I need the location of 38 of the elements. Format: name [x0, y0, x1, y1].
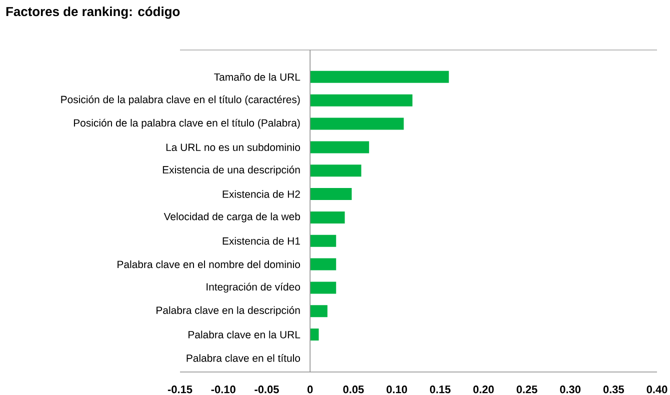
x-tick-label: -0.05	[254, 386, 279, 394]
x-tick-label: 0.20	[473, 386, 494, 394]
y-tick-label: Velocidad de carga de la web	[164, 212, 300, 222]
bar	[310, 94, 412, 106]
bar	[310, 118, 404, 130]
y-tick-label: Palabra clave en el título	[186, 354, 300, 362]
y-tick-label: Integración de vídeo	[206, 282, 300, 293]
y-tick-label: Posición de la palabra clave en el título (caractéres)	[61, 95, 300, 106]
bar	[310, 70, 449, 83]
y-tick-label: Existencia de H1	[222, 237, 300, 245]
x-tick-label: 0.05	[343, 386, 364, 394]
x-tick-label: 0.25	[516, 386, 538, 394]
x-tick-label: -0.15	[168, 386, 192, 394]
y-tick-label: Posición de la palabra clave en el título (Palabra)	[74, 118, 300, 129]
bar	[310, 305, 328, 318]
y-tick-label: Palabra clave en la URL	[188, 330, 300, 338]
y-tick-label: Palabra clave en la descripción	[156, 306, 300, 316]
bar	[310, 328, 319, 341]
x-tick-label: -0.10	[211, 386, 236, 394]
bar	[310, 258, 336, 270]
bar	[310, 141, 370, 154]
x-tick-label: 0.10	[386, 386, 408, 394]
y-tick-label: La URL no es un subdominio	[166, 143, 300, 152]
bar	[310, 282, 336, 294]
chart-title: Factores de ranking: código	[6, 6, 180, 19]
x-tick-label: 0	[307, 386, 313, 394]
x-tick-label: 0.40	[646, 386, 668, 394]
y-tick-label: Tamaño de la URL	[214, 73, 300, 81]
bar	[310, 164, 362, 177]
x-tick-label: 0.35	[603, 386, 624, 394]
bar	[310, 211, 345, 224]
y-tick-label: Existencia de una descripción	[162, 166, 300, 176]
bar	[310, 188, 352, 200]
x-tick-label: 0.30	[560, 386, 580, 394]
x-tick-label: 0.15	[430, 386, 451, 394]
y-tick-label: Palabra clave en el nombre del dominio	[118, 260, 300, 268]
bar	[310, 234, 336, 247]
y-tick-label: Existencia de H2	[222, 190, 300, 198]
